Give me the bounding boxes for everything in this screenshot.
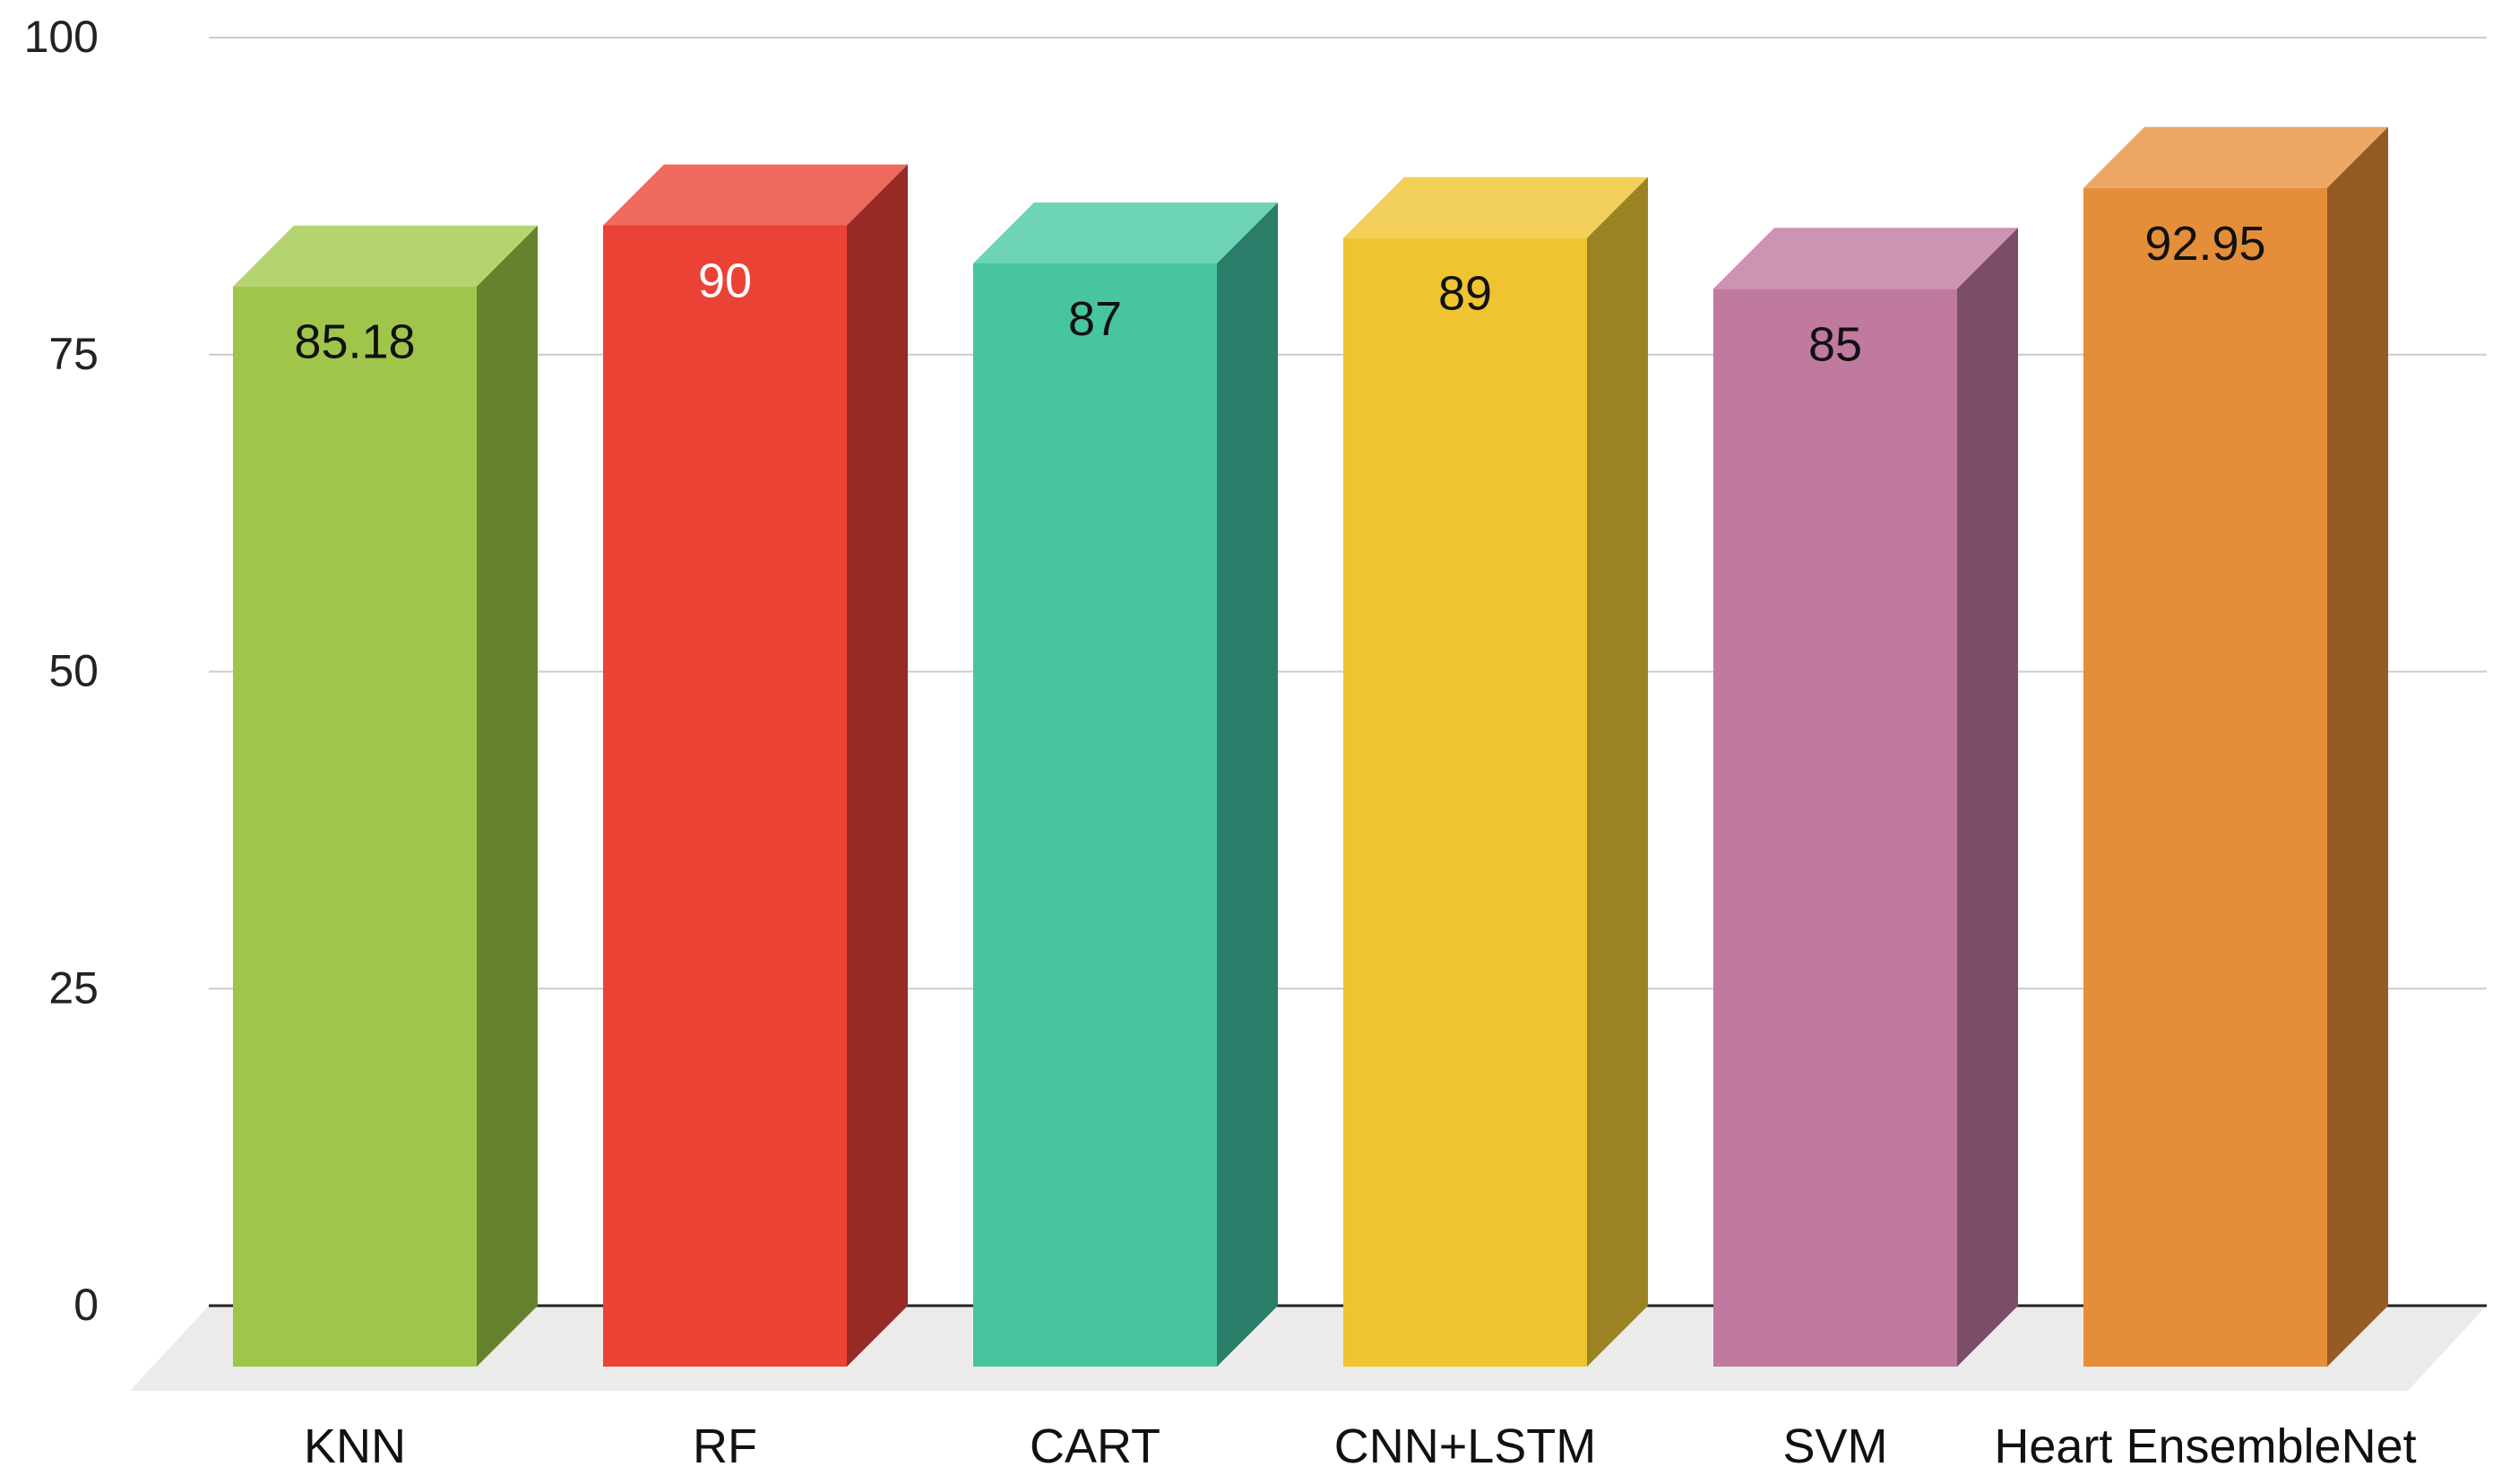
bar-front-face (2083, 187, 2327, 1367)
bar-front-face (603, 225, 847, 1367)
bar-side-face (1217, 202, 1278, 1368)
bar (973, 202, 1278, 1368)
bar (1343, 177, 1648, 1367)
value-labels: 85.18 90 87 89 85 92.95 (294, 217, 2265, 371)
bar-top-face (233, 225, 538, 287)
bar-side-face (1587, 177, 1648, 1367)
bar-side-face (1957, 228, 2018, 1367)
x-tick-label: SVM (1782, 1419, 1887, 1473)
data-label: 85 (1808, 317, 1862, 371)
data-label: 89 (1438, 267, 1492, 321)
data-label: 92.95 (2144, 217, 2265, 271)
x-tick-label: CART (1030, 1419, 1160, 1473)
x-axis-categories: KNN RF CART CNN+LSTM SVM Heart EnsembleNet (304, 1419, 2417, 1473)
data-label: 90 (698, 255, 752, 308)
bar-top-face (2083, 126, 2388, 188)
bar-top-face (1343, 177, 1648, 238)
bar-top-face (1713, 228, 2018, 289)
bar-side-face (477, 225, 538, 1367)
x-tick-label: KNN (304, 1419, 406, 1473)
y-tick-label: 0 (73, 1280, 99, 1330)
y-tick-label: 100 (24, 12, 99, 62)
bar-side-face (2327, 126, 2388, 1367)
bar (603, 164, 908, 1367)
y-tick-label: 25 (48, 962, 99, 1013)
x-tick-label: RF (693, 1419, 757, 1473)
y-axis-ticks: 0 25 50 75 100 (24, 12, 99, 1330)
bar-front-face (1343, 237, 1587, 1367)
bar-front-face (1713, 289, 1957, 1367)
x-tick-label: Heart EnsembleNet (1994, 1419, 2416, 1473)
bar-front-face (233, 286, 477, 1367)
y-tick-label: 50 (48, 646, 99, 696)
bars (233, 126, 2388, 1368)
x-tick-label: CNN+LSTM (1334, 1419, 1597, 1473)
bar (1713, 228, 2018, 1367)
bar (233, 225, 538, 1367)
bar-side-face (847, 164, 908, 1367)
data-label: 85.18 (294, 315, 415, 369)
y-tick-label: 75 (48, 329, 99, 379)
bar-top-face (603, 164, 908, 226)
bar-front-face (973, 263, 1217, 1368)
data-label: 87 (1068, 292, 1122, 346)
bar (2083, 126, 2388, 1367)
bar-top-face (973, 202, 1278, 263)
